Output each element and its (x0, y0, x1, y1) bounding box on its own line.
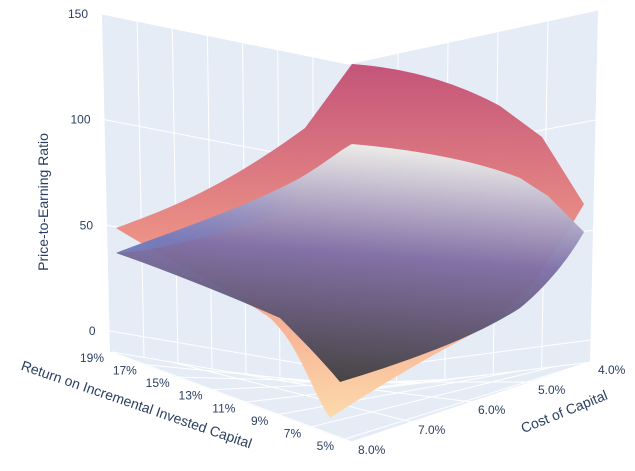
wall-gridline (136, 21, 145, 358)
y-tick-label: 5% (317, 439, 335, 453)
x-tick-label: 7.0% (418, 423, 446, 437)
lower-surface (116, 144, 584, 382)
lower-surface-left-edge (116, 178, 300, 253)
surface-plot (116, 64, 584, 418)
y-tick-label: 19% (80, 351, 104, 365)
y-tick-label: 17% (113, 364, 137, 378)
z-tick-label: 150 (68, 7, 88, 21)
x-tick-label: 4.0% (598, 363, 626, 377)
z-tick-label: 100 (70, 113, 90, 127)
tick-labels: 0 50 100 150 19% 17% 15% 13% 11% 9% 7% 5% 8.0% 7.0% 6.… (68, 7, 626, 457)
y-tick-label: 11% (212, 401, 235, 415)
z-gridline-left (101, 13, 349, 65)
z-tick-label: 0 (89, 324, 96, 338)
y-tick-label: 15% (146, 376, 170, 390)
z-axis-title: Price-to-Earning Ratio (35, 133, 51, 271)
floor-gridline (111, 351, 353, 443)
wall-gridline (171, 28, 179, 364)
x-tick-label: 8.0% (358, 443, 386, 457)
x-tick-label: 6.0% (478, 403, 506, 417)
z-gridline-right (347, 9, 599, 65)
floor-gridline (170, 361, 413, 423)
y-tick-label: 9% (251, 414, 269, 428)
x-tick-label: 5.0% (538, 383, 566, 397)
z-tick-label: 50 (80, 218, 94, 232)
y-tick-label: 13% (179, 389, 203, 403)
y-tick-label: 7% (284, 426, 302, 440)
floor-gridline (347, 361, 593, 393)
